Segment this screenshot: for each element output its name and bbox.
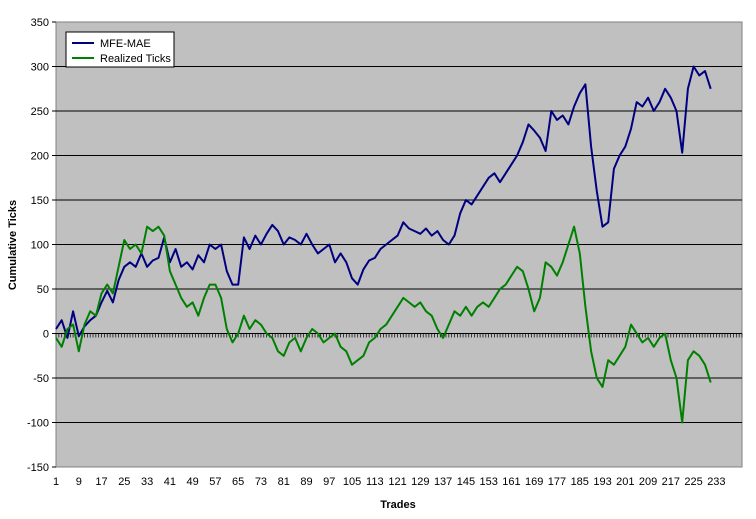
legend-label-realized-ticks: Realized Ticks [100, 53, 171, 65]
x-tick-label: 17 [95, 476, 107, 488]
y-tick-label: 300 [31, 62, 49, 74]
x-tick-label: 49 [187, 476, 199, 488]
x-tick-label: 201 [616, 476, 634, 488]
x-tick-label: 225 [684, 476, 702, 488]
x-tick-label: 73 [255, 476, 267, 488]
x-tick-label: 137 [434, 476, 452, 488]
x-tick-label: 169 [525, 476, 543, 488]
x-tick-label: 161 [502, 476, 520, 488]
x-tick-label: 105 [343, 476, 361, 488]
y-tick-label: 100 [31, 240, 49, 252]
x-tick-label: 185 [571, 476, 589, 488]
x-tick-label: 1 [53, 476, 59, 488]
legend-box [65, 31, 175, 68]
x-axis-tick-labels: 1 9 17 25 33 41 49 57 65 73 81 89 97 105 113 121 129 137 1… [53, 476, 726, 488]
x-tick-label: 233 [707, 476, 725, 488]
y-axis-tick-labels: 350 300 250 200 150 100 50 0 -50 -100 -150 [27, 17, 56, 474]
y-axis-title: Cumulative Ticks [7, 200, 19, 290]
x-tick-label: 209 [639, 476, 657, 488]
x-tick-label: 153 [479, 476, 497, 488]
y-tick-label: -50 [33, 373, 49, 385]
legend: MFE-MAE Realized Ticks [65, 31, 175, 68]
series-lines [55, 65, 712, 424]
legend-label-mfe-mae: MFE-MAE [100, 38, 151, 50]
x-tick-label: 129 [411, 476, 429, 488]
y-tick-label: 0 [43, 329, 49, 341]
y-tick-label: 200 [31, 151, 49, 163]
y-tick-label: 50 [37, 284, 49, 296]
x-tick-label: 65 [232, 476, 244, 488]
x-tick-label: 177 [548, 476, 566, 488]
y-tick-label: -150 [27, 462, 49, 474]
x-tick-label: 89 [300, 476, 312, 488]
x-tick-label: 121 [388, 476, 406, 488]
y-tick-label: -100 [27, 418, 49, 430]
x-tick-label: 9 [76, 476, 82, 488]
x-tick-label: 145 [457, 476, 475, 488]
x-tick-label: 41 [164, 476, 176, 488]
x-tick-label: 57 [209, 476, 221, 488]
series-line-realized-ticks [55, 225, 712, 424]
x-tick-label: 33 [141, 476, 153, 488]
x-tick-label: 25 [118, 476, 130, 488]
x-tick-label: 217 [662, 476, 680, 488]
y-tick-label: 350 [31, 17, 49, 29]
x-tick-label: 97 [323, 476, 335, 488]
x-tick-label: 193 [593, 476, 611, 488]
x-axis-title: Trades [380, 499, 415, 511]
y-tick-label: 150 [31, 195, 49, 207]
x-tick-label: 113 [366, 476, 384, 488]
y-tick-label: 250 [31, 106, 49, 118]
x-tick-label: 81 [278, 476, 290, 488]
